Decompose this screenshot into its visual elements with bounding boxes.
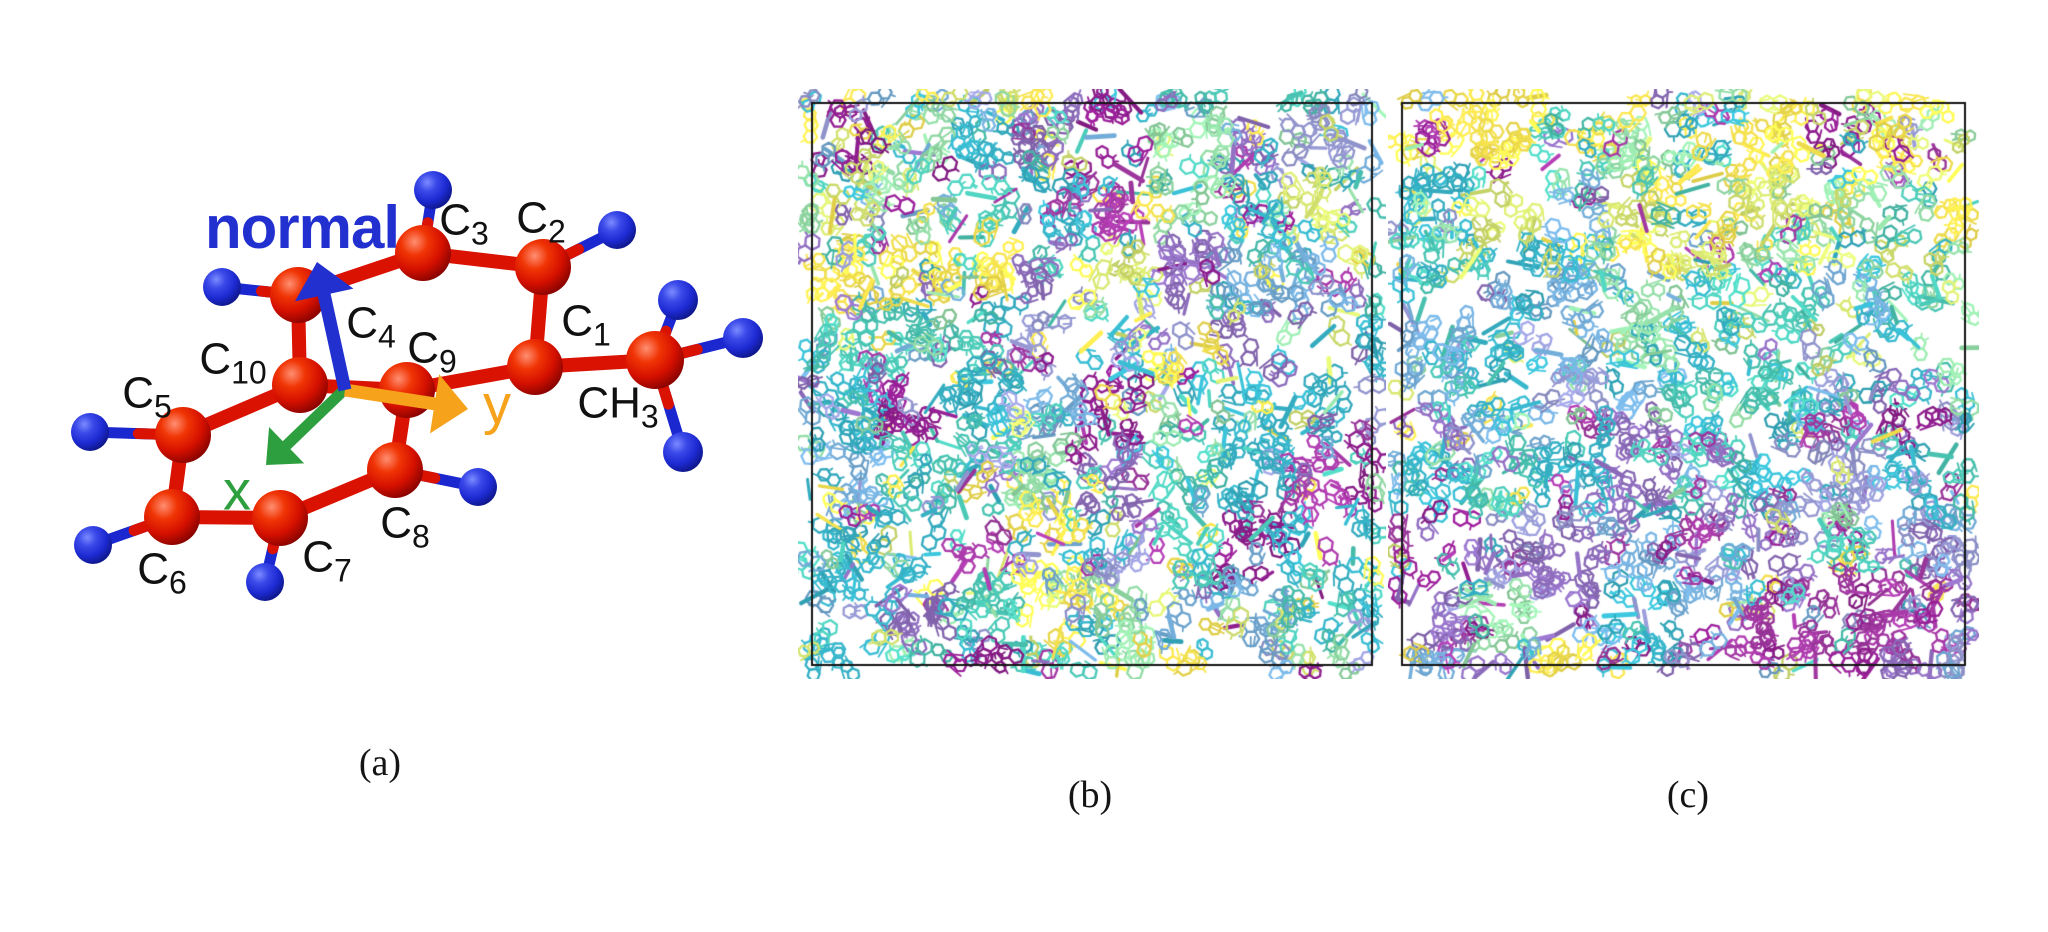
simulation-snapshot-b	[798, 89, 1386, 679]
hydrogen-atom	[459, 468, 497, 506]
atom-label: C1	[561, 296, 611, 352]
panel-caption-c: (c)	[1666, 774, 1710, 816]
axis-label-normal: normal	[205, 194, 399, 261]
carbon-atom	[252, 490, 308, 546]
carbon-atom	[155, 407, 211, 463]
axis-arrow-head-y	[430, 374, 468, 434]
axis-label-x: x	[223, 459, 251, 522]
atom-label: C3	[439, 195, 489, 251]
hydrogen-atom	[598, 211, 636, 249]
axis-arrow-head-normal	[295, 262, 354, 302]
atom-label: C10	[199, 334, 266, 390]
carbon-atom	[507, 339, 563, 395]
atom-label: C8	[380, 498, 430, 554]
panel-caption-b: (b)	[1067, 774, 1113, 816]
panel-caption-a: (a)	[358, 742, 402, 784]
atom-label: C4	[346, 298, 396, 354]
hydrogen-atom	[71, 413, 109, 451]
carbon-atom	[272, 357, 328, 413]
atom-label: C2	[516, 193, 566, 249]
axis-arrow-shaft-y	[344, 383, 444, 412]
axis-label-y: y	[483, 373, 511, 436]
hydrogen-atom	[246, 563, 284, 601]
hydrogen-atom	[414, 171, 452, 209]
hydrogen-atom	[663, 432, 703, 472]
axis-arrow-head-x	[266, 426, 305, 465]
carbon-atom	[626, 331, 684, 389]
axis-arrow-shaft-normal	[316, 285, 352, 392]
hydrogen-atom	[74, 526, 112, 564]
atom-label: C6	[137, 544, 187, 600]
atom-label: C7	[302, 532, 352, 588]
carbon-atom	[515, 239, 571, 295]
carbon-atom	[367, 442, 423, 498]
axis-arrows-group	[266, 262, 468, 465]
atom-label: C9	[407, 323, 457, 379]
atom-label: C5	[122, 368, 172, 424]
carbon-atom	[144, 489, 200, 545]
axis-arrow-shaft-x	[277, 385, 349, 455]
hydrogen-atom	[723, 318, 763, 358]
hydrogen-atom	[203, 268, 241, 306]
simulation-snapshot-c	[1388, 89, 1979, 679]
hydrogen-atom	[658, 280, 698, 320]
carbon-atom	[395, 225, 451, 281]
